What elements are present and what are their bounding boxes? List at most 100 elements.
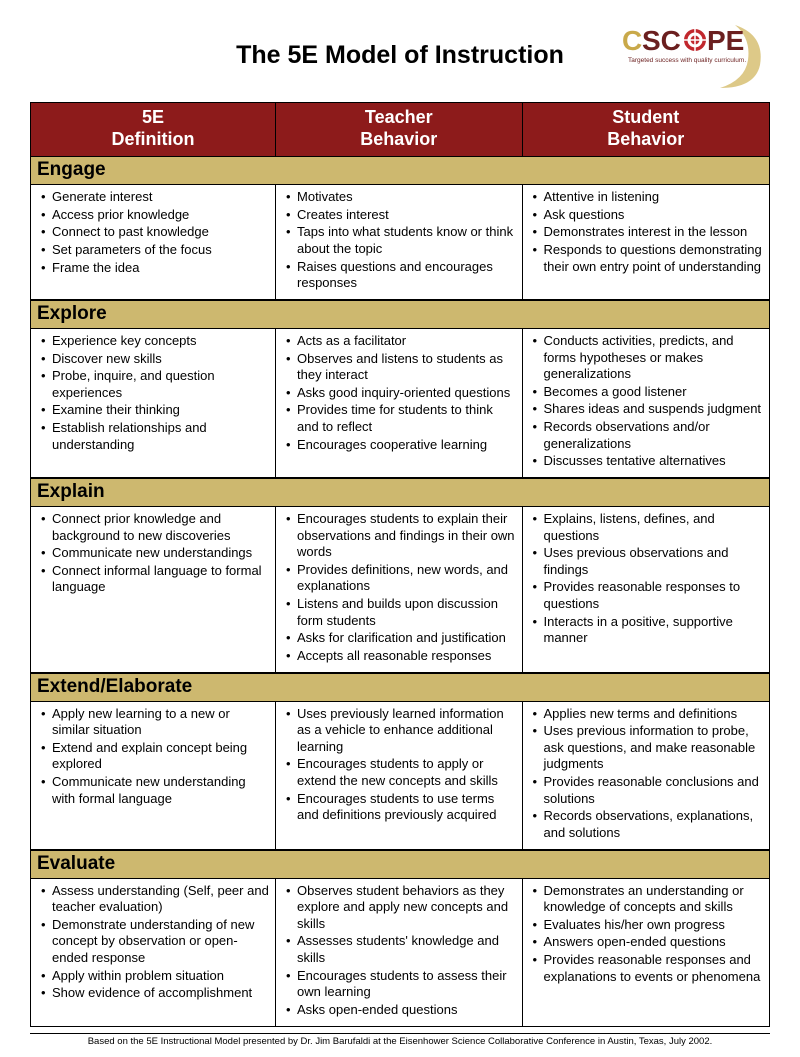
list-item: Provides reasonable conclusions and solu… (533, 774, 763, 807)
section-header: Extend/Elaborate (31, 673, 769, 702)
list-item: Asks open-ended questions (286, 1002, 515, 1019)
section-header: Engage (31, 156, 769, 185)
list-item: Observes and listens to students as they… (286, 351, 515, 384)
svg-text:C: C (622, 25, 642, 56)
list-item: Encourages cooperative learning (286, 437, 515, 454)
bullet-list: Connect prior knowledge and background t… (37, 511, 269, 596)
bullet-list: Demonstrates an understanding or knowled… (529, 883, 763, 986)
bullet-list: MotivatesCreates interestTaps into what … (282, 189, 515, 292)
list-item: Encourages students to explain their obs… (286, 511, 515, 561)
bullet-list: Conducts activities, predicts, and forms… (529, 333, 763, 470)
table-row: Connect prior knowledge and background t… (31, 507, 769, 673)
page-title: The 5E Model of Instruction (236, 41, 564, 70)
list-item: Asks for clarification and justification (286, 630, 515, 647)
table-cell: Generate interestAccess prior knowledgeC… (31, 185, 276, 299)
table-row: Generate interestAccess prior knowledge C… (31, 185, 769, 300)
list-item: Communicate new understandings (41, 545, 269, 562)
list-item: Assess understanding (Self, peer and tea… (41, 883, 269, 916)
list-item: Attentive in listening (533, 189, 763, 206)
bullet-list: Explains, listens, defines, and question… (529, 511, 763, 647)
table-cell: Apply new learning to a new or similar s… (31, 702, 276, 849)
list-item: Probe, inquire, and question experiences (41, 368, 269, 401)
bullet-list: Attentive in listeningAsk questionsDemon… (529, 189, 763, 275)
bullet-list: Assess understanding (Self, peer and tea… (37, 883, 269, 1002)
list-item: Encourages students to apply or extend t… (286, 756, 515, 789)
list-item: Apply within problem situation (41, 968, 269, 985)
list-item: Experience key concepts (41, 333, 269, 350)
list-item: Connect prior knowledge and background t… (41, 511, 269, 544)
list-item: Encourages students to use terms and def… (286, 791, 515, 824)
bullet-list: Generate interestAccess prior knowledgeC… (37, 189, 269, 276)
list-item: Uses previous information to probe, ask … (533, 723, 763, 773)
list-item: Provides definitions, new words, and exp… (286, 562, 515, 595)
list-item: Evaluates his/her own progress (533, 917, 763, 934)
list-item: Asks good inquiry-oriented questions (286, 385, 515, 402)
list-item: Provides time for students to think and … (286, 402, 515, 435)
bullet-list: Acts as a facilitatorObserves and listen… (282, 333, 515, 453)
table-cell: Explains, listens, defines, and question… (523, 507, 769, 672)
column-header: StudentBehavior (523, 103, 769, 156)
list-item: Listens and builds upon discussion form … (286, 596, 515, 629)
bullet-list: Uses previously learned information as a… (282, 706, 515, 824)
list-item: Creates interest (286, 207, 515, 224)
svg-text:Targeted success with quality: Targeted success with quality curriculum… (628, 57, 746, 64)
table-cell: Acts as a facilitatorObserves and listen… (276, 329, 522, 477)
logo-svg: C SC PE Targeted success with quality cu… (620, 20, 770, 92)
list-item: Access prior knowledge (41, 207, 269, 224)
list-item: Uses previously learned information as a… (286, 706, 515, 756)
table-row: Experience key conceptsDiscover new skil… (31, 329, 769, 478)
list-item: Frame the idea (41, 260, 269, 277)
list-item: Apply new learning to a new or similar s… (41, 706, 269, 739)
column-header: 5EDefinition (31, 103, 276, 156)
bullet-list: Applies new terms and definitionsUses pr… (529, 706, 763, 842)
list-item: Communicate new understanding with forma… (41, 774, 269, 807)
list-item: Conducts activities, predicts, and forms… (533, 333, 763, 383)
table-cell: Connect prior knowledge and background t… (31, 507, 276, 672)
list-item: Observes student behaviors as they explo… (286, 883, 515, 933)
five-e-table: 5EDefinitionTeacherBehaviorStudentBehavi… (30, 102, 770, 1027)
list-item: Extend and explain concept being explore… (41, 740, 269, 773)
list-item: Responds to questions demonstrating thei… (533, 242, 763, 275)
table-cell: Uses previously learned information as a… (276, 702, 522, 849)
svg-text:SC: SC (642, 25, 681, 56)
list-item: Accepts all reasonable responses (286, 648, 515, 665)
table-cell: Encourages students to explain their obs… (276, 507, 522, 672)
list-item: Uses previous observations and findings (533, 545, 763, 578)
svg-text:PE: PE (707, 25, 744, 56)
table-cell: Attentive in listeningAsk questionsDemon… (523, 185, 769, 299)
list-item: Becomes a good listener (533, 384, 763, 401)
page-header: The 5E Model of Instruction C SC PE Targ… (30, 20, 770, 90)
section-header: Explain (31, 478, 769, 507)
table-cell: Experience key conceptsDiscover new skil… (31, 329, 276, 477)
list-item: Interacts in a positive, supportive mann… (533, 614, 763, 647)
list-item: Examine their thinking (41, 402, 269, 419)
table-header-row: 5EDefinitionTeacherBehaviorStudentBehavi… (31, 103, 769, 156)
list-item: Ask questions (533, 207, 763, 224)
bullet-list: Experience key conceptsDiscover new skil… (37, 333, 269, 453)
list-item: Connect informal language to formal lang… (41, 563, 269, 596)
list-item: Shares ideas and suspends judgment (533, 401, 763, 418)
list-item: Explains, listens, defines, and question… (533, 511, 763, 544)
table-row: Apply new learning to a new or similar s… (31, 702, 769, 850)
bullet-list: Observes student behaviors as they explo… (282, 883, 515, 1019)
section-header: Evaluate (31, 850, 769, 879)
list-item: Discover new skills (41, 351, 269, 368)
list-item: Records observations, explanations, and … (533, 808, 763, 841)
section-header: Explore (31, 300, 769, 329)
cscope-logo: C SC PE Targeted success with quality cu… (620, 20, 770, 97)
list-item: Establish relationships and understandin… (41, 420, 269, 453)
list-item: Discusses tentative alternatives (533, 453, 763, 470)
table-row: Assess understanding (Self, peer and tea… (31, 879, 769, 1026)
column-header: TeacherBehavior (276, 103, 522, 156)
list-item: Answers open-ended questions (533, 934, 763, 951)
list-item: Raises questions and encourages response… (286, 259, 515, 292)
table-cell: Assess understanding (Self, peer and tea… (31, 879, 276, 1026)
list-item: Acts as a facilitator (286, 333, 515, 350)
list-item: Motivates (286, 189, 515, 206)
list-item: Provides reasonable responses and explan… (533, 952, 763, 985)
list-item: Demonstrate understanding of new concept… (41, 917, 269, 967)
table-cell: Observes student behaviors as they explo… (276, 879, 522, 1026)
list-item: Demonstrates interest in the lesson (533, 224, 763, 241)
bullet-list: Apply new learning to a new or similar s… (37, 706, 269, 808)
list-item: Generate interest (41, 189, 269, 206)
